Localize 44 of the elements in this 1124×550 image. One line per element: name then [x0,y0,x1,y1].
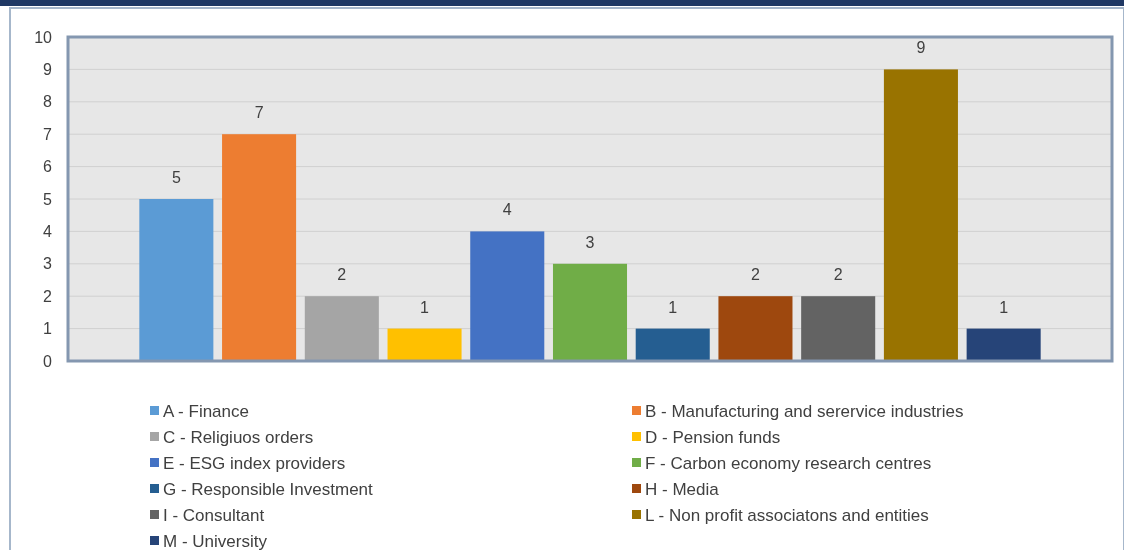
y-tick-label: 3 [43,255,53,273]
legend-label: H - Media [645,480,720,499]
legend-label: A - Finance [163,402,249,421]
bar [222,134,297,361]
bar [718,296,793,361]
bar [304,296,379,361]
bar [552,263,628,361]
legend-label: D - Pension funds [645,428,781,447]
data-label: 7 [254,104,264,122]
data-label: 2 [751,266,761,284]
data-label: 4 [502,201,512,219]
legend-label: L - Non profit associatons and entities [645,506,929,525]
data-label: 3 [585,233,595,251]
data-label: 9 [916,39,926,57]
legend-label: I - Consultant [163,506,265,525]
bar [883,69,958,361]
legend-label: M - University [163,532,268,550]
y-tick-label: 6 [43,158,53,176]
legend-label: F - Carbon economy research centres [645,454,932,473]
y-tick-label: 0 [43,352,53,370]
bar [387,328,462,361]
y-tick-label: 9 [43,61,53,78]
data-label: 2 [833,266,843,284]
data-label: 1 [999,298,1009,316]
y-tick-label: 8 [43,93,53,111]
data-label: 1 [668,298,678,316]
legend-label: B - Manufacturing and serervice industries [645,402,964,421]
y-tick-label: 10 [34,28,53,46]
bar [635,328,710,361]
y-tick-label: 2 [43,287,53,305]
legend-label: C - Religiuos orders [163,428,314,447]
y-tick-label: 4 [43,223,53,240]
bar [470,231,545,361]
data-label: 5 [171,169,181,186]
data-label: 2 [337,266,347,284]
y-tick-label: 1 [43,320,53,338]
legend-label: E - ESG index providers [163,454,346,473]
bar [801,296,876,361]
y-tick-label: 5 [43,190,53,208]
legend-label: G - Responsible Investment [163,480,374,499]
data-label: 1 [420,298,430,316]
y-tick-label: 7 [43,125,53,143]
bar [139,199,214,361]
bar [966,328,1041,361]
